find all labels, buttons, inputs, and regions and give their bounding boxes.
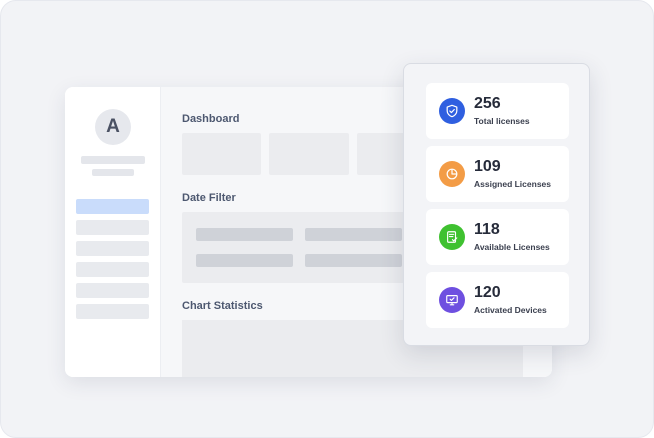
user-name-placeholder	[81, 156, 145, 164]
dashboard-card	[269, 133, 349, 175]
stat-label: Activated Devices	[474, 305, 547, 315]
pie-chart-icon	[439, 161, 465, 187]
monitor-check-icon	[439, 287, 465, 313]
stat-card-assigned-licenses[interactable]: 109 Assigned Licenses	[426, 146, 569, 202]
user-role-placeholder	[92, 169, 134, 176]
stat-label: Available Licenses	[474, 242, 550, 252]
shield-check-icon	[439, 98, 465, 124]
sidebar-item[interactable]	[76, 262, 149, 277]
document-check-icon	[439, 224, 465, 250]
dashboard-card	[182, 133, 261, 175]
sidebar-item[interactable]	[76, 241, 149, 256]
stat-label: Assigned Licenses	[474, 179, 552, 189]
stat-card-available-licenses[interactable]: 118 Available Licenses	[426, 209, 569, 265]
sidebar-item-active[interactable]	[76, 199, 149, 214]
sidebar-item[interactable]	[76, 220, 149, 235]
date-filter-title: Date Filter	[182, 192, 236, 204]
stat-label: Total licenses	[474, 116, 530, 126]
sidebar: A	[65, 87, 161, 377]
filter-field[interactable]	[196, 254, 293, 267]
stat-value: 109	[474, 158, 501, 175]
sidebar-item[interactable]	[76, 304, 149, 319]
filter-field[interactable]	[305, 228, 402, 241]
avatar[interactable]: A	[95, 109, 131, 145]
stat-value: 256	[474, 95, 501, 112]
dashboard-title: Dashboard	[182, 113, 240, 125]
stat-value: 120	[474, 284, 501, 301]
stat-value: 118	[474, 221, 500, 238]
stat-card-activated-devices[interactable]: 120 Activated Devices	[426, 272, 569, 328]
filter-field[interactable]	[196, 228, 293, 241]
stats-panel: 256 Total licenses 109 Assigned Licenses	[403, 63, 590, 346]
chart-statistics-title: Chart Statistics	[182, 300, 263, 312]
stat-card-total-licenses[interactable]: 256 Total licenses	[426, 83, 569, 139]
filter-field[interactable]	[305, 254, 402, 267]
sidebar-item[interactable]	[76, 283, 149, 298]
